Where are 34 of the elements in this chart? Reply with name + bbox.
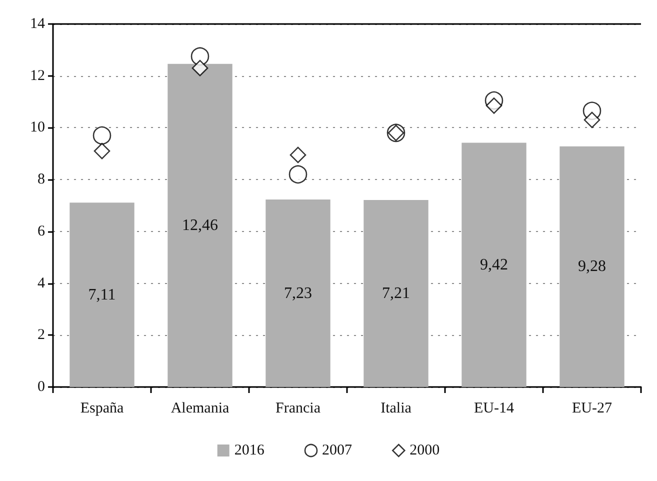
y-tick-label: 6	[38, 223, 46, 240]
y-tick-label: 10	[30, 120, 45, 136]
legend-label: 2000	[410, 442, 440, 458]
x-tick-label: Alemania	[170, 400, 230, 416]
data-label: 12,46	[182, 216, 218, 234]
data-label: 7,23	[284, 284, 312, 302]
point	[92, 126, 112, 145]
legend-label: 2007	[322, 442, 352, 458]
y-tick-label: 2	[38, 327, 45, 344]
data-label: 9,42	[480, 256, 508, 274]
bar	[462, 142, 526, 387]
bar	[168, 64, 232, 387]
data-label: 9,28	[578, 258, 606, 276]
legend-label: 2016	[234, 442, 265, 458]
bar	[560, 146, 624, 387]
data-label: 7,21	[382, 285, 410, 302]
y-tick-label: 12	[30, 68, 45, 84]
bar	[266, 200, 330, 387]
bar	[70, 202, 134, 387]
y-tick-label: 14	[30, 16, 46, 32]
y-tick-label: 8	[38, 172, 45, 188]
x-tick-label: EU-27	[572, 400, 612, 416]
point	[288, 165, 308, 184]
data-label: 7,11	[88, 286, 116, 304]
y-tick-label: 4	[38, 275, 46, 292]
x-tick-label: Italia	[380, 400, 412, 416]
x-tick-label: Francia	[276, 400, 321, 416]
bar	[364, 200, 428, 387]
y-tick-label: 0	[38, 379, 45, 395]
point	[584, 112, 600, 128]
x-tick-label: España	[80, 400, 124, 416]
point	[192, 60, 208, 76]
x-tick-label: EU-14	[474, 400, 514, 416]
point	[486, 98, 502, 114]
